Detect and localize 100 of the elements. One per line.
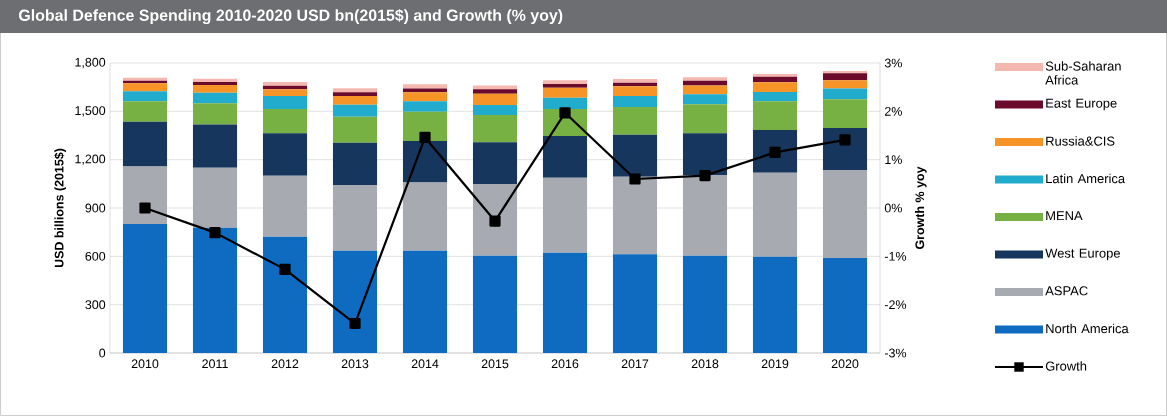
bar [122,224,168,353]
bar [822,73,868,81]
bar [752,256,798,353]
point [139,202,151,214]
bar [332,92,378,97]
point [559,107,571,119]
bar [612,96,658,107]
y2-tick-label: 2% [884,106,902,116]
bar [192,103,238,125]
bar [542,252,588,353]
y2-tick-label: -2% [884,300,907,310]
bar [472,89,518,94]
bar [122,121,168,167]
bar [682,174,728,256]
bar [262,133,308,176]
bar [192,92,238,104]
y-tick-label: 1,800 [75,57,106,69]
legend-label: East Europe [1046,98,1117,111]
point [209,227,221,239]
point [699,170,711,182]
x-tick-label: 2015 [481,359,509,369]
bar [472,183,518,256]
bar [542,80,588,84]
bar [402,92,448,102]
y-tick-label: 300 [85,300,106,310]
y2-tick-label: 3% [884,58,902,68]
bar [402,111,448,141]
bar [472,255,518,353]
bar [402,250,448,353]
y-tick-label: 600 [85,251,106,261]
bar [612,78,658,83]
bar [542,87,588,98]
x-tick-label: 2018 [691,359,719,369]
bar [682,133,728,175]
y2-tick-label: -1% [884,251,907,261]
bar [822,127,868,170]
bar [402,182,448,251]
bar [542,83,588,88]
chart-title: Global Defence Spending 2010-2020 USD bn(2015$) and Growth (% yoy) [19,8,563,25]
bar [402,101,448,112]
x-tick-label: 2012 [271,359,299,369]
legend-label: Russia&CIS [1046,136,1115,146]
bar [542,135,588,178]
bar [752,172,798,257]
bar [472,85,518,90]
bar [612,106,658,135]
legend-label: North America [1046,323,1129,334]
bar [262,82,308,86]
y2-axis-title: Growth % yoy [915,166,927,249]
legend-label: West Europe [1045,248,1120,261]
bar [752,101,798,131]
bar [822,169,868,258]
bar [262,96,308,110]
bar [122,83,168,92]
legend-label: Latin America [1046,173,1126,184]
bar [192,124,238,168]
legend-label: Sub-Saharan Africa [1045,61,1121,85]
bar [122,166,168,225]
bar [192,85,238,93]
point [489,215,501,227]
bar [122,101,168,122]
bar [472,142,518,184]
bar [682,77,728,81]
bar [752,92,798,102]
bar [192,227,238,353]
bar [122,91,168,102]
bar [612,134,658,177]
bar [752,82,798,92]
y2-tick-label: 1% [885,155,902,165]
bar [682,255,728,353]
bar [262,236,308,353]
point [279,263,291,275]
x-tick-label: 2010 [131,359,159,369]
y2-tick-label: 0% [884,203,902,213]
bar [402,84,448,89]
bar [262,175,308,237]
bar [612,176,658,255]
bar [262,89,308,97]
x-tick-label: 2011 [202,359,228,369]
bar [332,96,378,105]
bar [822,99,868,128]
x-tick-label: 2020 [831,359,859,369]
bar [682,85,728,95]
point [839,134,851,146]
bar [612,254,658,353]
bar [262,109,308,134]
bar [332,250,378,353]
bar [332,116,378,143]
y-tick-label: 900 [85,203,106,213]
y-axis-title: USD billions (2015$) [54,148,66,268]
point [349,317,361,330]
bar [822,80,868,89]
y-tick-label: 0 [99,348,106,358]
x-tick-label: 2013 [341,359,369,369]
y2-tick-label: -3% [884,348,907,358]
bar [332,142,378,185]
bar [682,104,728,134]
point [419,131,431,144]
bar [542,97,588,110]
bar [332,88,378,93]
